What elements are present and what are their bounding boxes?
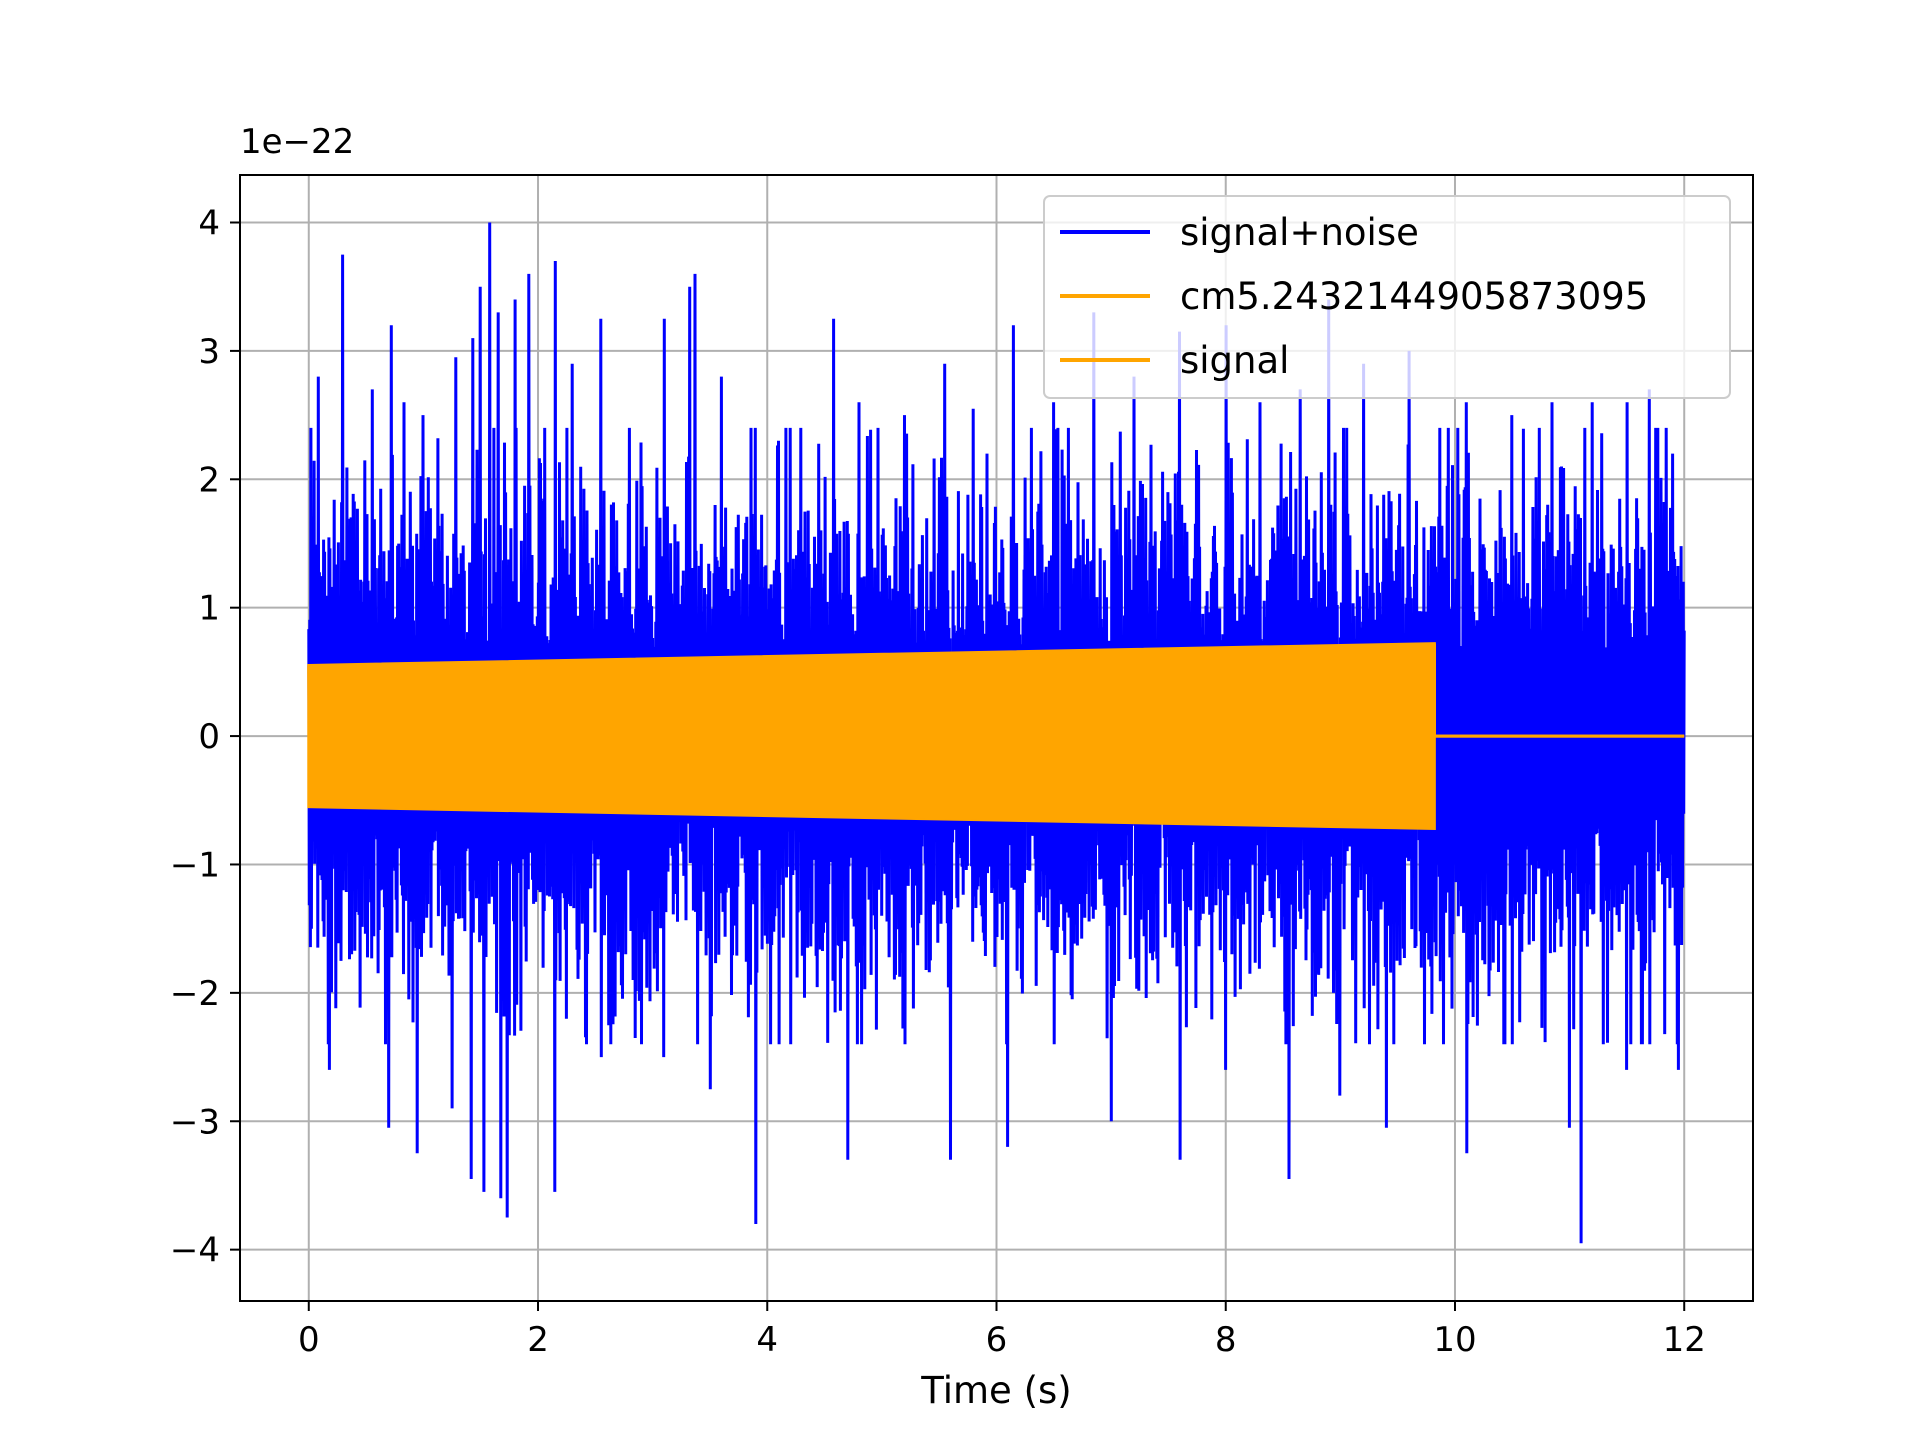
- y-tick-label: 0: [198, 717, 220, 757]
- legend: signal+noise cm5.2432144905873095 signal: [1043, 195, 1731, 399]
- legend-box: [1043, 195, 1731, 399]
- x-axis-label: Time (s): [920, 1369, 1071, 1412]
- y-tick-label: −4: [170, 1231, 220, 1271]
- y-tick-label: −2: [170, 974, 220, 1014]
- y-offset-label: 1e−22: [240, 122, 354, 162]
- y-tick-label: 3: [198, 332, 220, 372]
- legend-label: signal+noise: [1180, 211, 1419, 254]
- x-tick-label: 12: [1663, 1320, 1706, 1360]
- legend-label: signal: [1180, 339, 1289, 382]
- legend-label: cm5.2432144905873095: [1180, 275, 1648, 318]
- x-tick-label: 8: [1215, 1320, 1237, 1360]
- x-tick-label: 10: [1433, 1320, 1476, 1360]
- y-tick-label: 2: [198, 460, 220, 500]
- y-tick-label: 4: [198, 204, 220, 244]
- x-tick-label: 6: [986, 1320, 1008, 1360]
- plot-area: [307, 222, 1686, 1244]
- x-tick-label: 4: [756, 1320, 778, 1360]
- series-signal-line: [307, 643, 1685, 829]
- x-tick-label: 0: [298, 1320, 320, 1360]
- y-tick-label: −3: [170, 1102, 220, 1142]
- x-tick-label: 2: [527, 1320, 549, 1360]
- y-tick-label: −1: [170, 845, 220, 885]
- y-tick-label: 1: [198, 589, 220, 629]
